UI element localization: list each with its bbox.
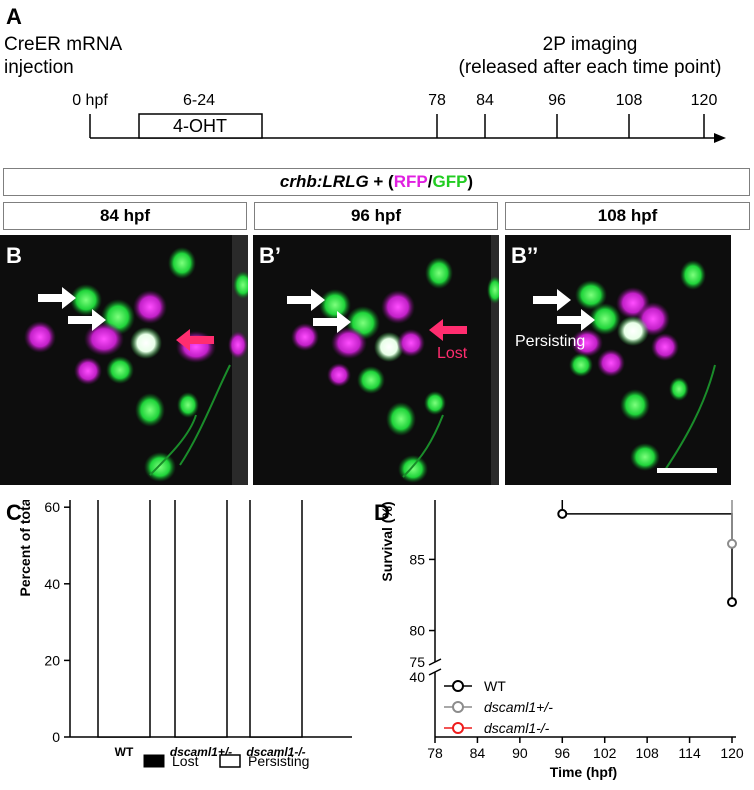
x-tick-label: WT [115, 745, 134, 759]
micrograph-96hpf: B’ Lost [253, 235, 499, 485]
imaging-label-line1: 2P imaging [542, 34, 638, 55]
white-arrow-icon [287, 289, 325, 311]
survival-point [557, 508, 568, 519]
injection-label-line2: injection [4, 57, 74, 78]
tick-label-108: 108 [616, 92, 643, 109]
timeline-axis: 0 hpf 6-24 78 84 96 108 120 4-OHT [72, 92, 726, 143]
timepoint-header-84: 84 hpf [3, 202, 247, 230]
axis-break-mark [428, 668, 442, 676]
chart-c: 020406080100Percent of totaln=128WTn=165… [17, 500, 352, 769]
header-close: ) [467, 172, 474, 191]
tick-label-84: 84 [476, 92, 494, 109]
x-tick-label: 78 [427, 745, 443, 761]
survival-point [727, 597, 737, 608]
persisting-annotation: Persisting [515, 333, 586, 350]
legend-swatch-lost [143, 754, 165, 768]
panel-label-b1: B’ [259, 243, 281, 268]
micrograph-108hpf: B’’ Persisting [505, 235, 748, 485]
bar-persisting [174, 500, 228, 738]
injection-label: CreER mRNA injection [4, 33, 122, 79]
legend-label-persisting: Persisting [248, 753, 309, 769]
white-arrow-icon [533, 289, 571, 311]
header-plus: + ( [368, 172, 394, 191]
survival-line-1 [731, 500, 733, 544]
pink-arrow-icon [176, 329, 214, 351]
imaging-label: 2P imaging (released after each time poi… [440, 33, 740, 79]
y-tick-label: 40 [44, 576, 60, 592]
treatment-box-label: 4-OHT [173, 116, 227, 136]
x-tick-label: 120 [720, 745, 744, 761]
y-tick-label: 20 [44, 652, 60, 668]
timepoint-header-96: 96 hpf [254, 202, 498, 230]
micrograph-96hpf-image [253, 235, 499, 485]
x-tick-label: 96 [554, 745, 570, 761]
x-tick-label: 102 [593, 745, 617, 761]
pink-arrow-icon [429, 319, 467, 341]
legend-label-lost: Lost [172, 753, 199, 769]
transgene-name: crhb:LRLG [279, 172, 369, 191]
y-tick-label: 0 [52, 729, 60, 745]
axis-break-mark [428, 658, 442, 666]
white-arrow-icon [313, 311, 351, 333]
x-tick-label: dscaml1-/- [246, 745, 305, 759]
panel-label-b: B [6, 243, 22, 268]
rfp-label: RFP [393, 172, 428, 191]
header-slash: / [427, 172, 433, 191]
micrograph-84hpf: B [0, 235, 248, 485]
legend-marker [452, 722, 464, 734]
panel-label-b2: B’’ [511, 243, 539, 268]
white-arrow-icon [557, 309, 595, 331]
tick-label-0hpf: 0 hpf [72, 92, 108, 109]
lost-annotation: Lost [437, 345, 468, 362]
legend-marker [452, 701, 464, 713]
treatment-box [138, 113, 263, 139]
legend-label: WT [484, 678, 506, 694]
legend-swatch-persisting [219, 754, 241, 768]
y-tick-label: 80 [409, 623, 425, 639]
timeline-arrowhead [714, 133, 726, 143]
panel-label-a: A [6, 4, 22, 29]
gfp-label: GFP [432, 172, 468, 191]
chart-d: 80859095100754078849096102108114120Time … [379, 500, 744, 780]
y-tick-label: 85 [409, 551, 425, 567]
legend-label: dscaml1-/- [484, 720, 550, 736]
white-arrow-icon [68, 309, 106, 331]
survival-point [727, 538, 737, 549]
legend-marker [452, 680, 464, 692]
y-axis-title: Percent of total [17, 500, 33, 596]
panel-label-c: C [6, 500, 22, 525]
tick-label-96: 96 [548, 92, 566, 109]
tick-label-120: 120 [691, 92, 718, 109]
bar-persisting [97, 500, 151, 738]
y-tick-label: 40 [409, 669, 425, 685]
panel-label-d: D [374, 500, 390, 525]
y-axis-title: Survival (%) [379, 501, 395, 581]
imaging-label-line2: (released after each time point) [458, 57, 722, 78]
x-tick-label: 108 [635, 745, 659, 761]
white-arrow-icon [38, 287, 76, 309]
legend-label: dscaml1+/- [484, 699, 553, 715]
scale-bar [657, 468, 717, 473]
y-tick-label: 60 [44, 500, 60, 515]
x-tick-label: 90 [512, 745, 528, 761]
y-tick-label: 75 [409, 654, 425, 670]
x-tick-label: 114 [678, 745, 701, 761]
injection-label-line1: CreER mRNA [4, 34, 123, 55]
bar-persisting [249, 500, 303, 738]
micrograph-108hpf-image [505, 235, 748, 485]
timepoint-header-108: 108 hpf [505, 202, 750, 230]
x-tick-label: dscaml1+/- [170, 745, 232, 759]
header-bar: crhb:LRLG + (RFP/GFP) [3, 168, 750, 196]
x-tick-label: 84 [470, 745, 486, 761]
tick-label-78: 78 [428, 92, 446, 109]
micrograph-84hpf-image [0, 235, 248, 485]
tick-label-window: 6-24 [183, 92, 215, 109]
x-axis-title: Time (hpf) [550, 764, 617, 780]
survival-line-0 [561, 500, 733, 603]
